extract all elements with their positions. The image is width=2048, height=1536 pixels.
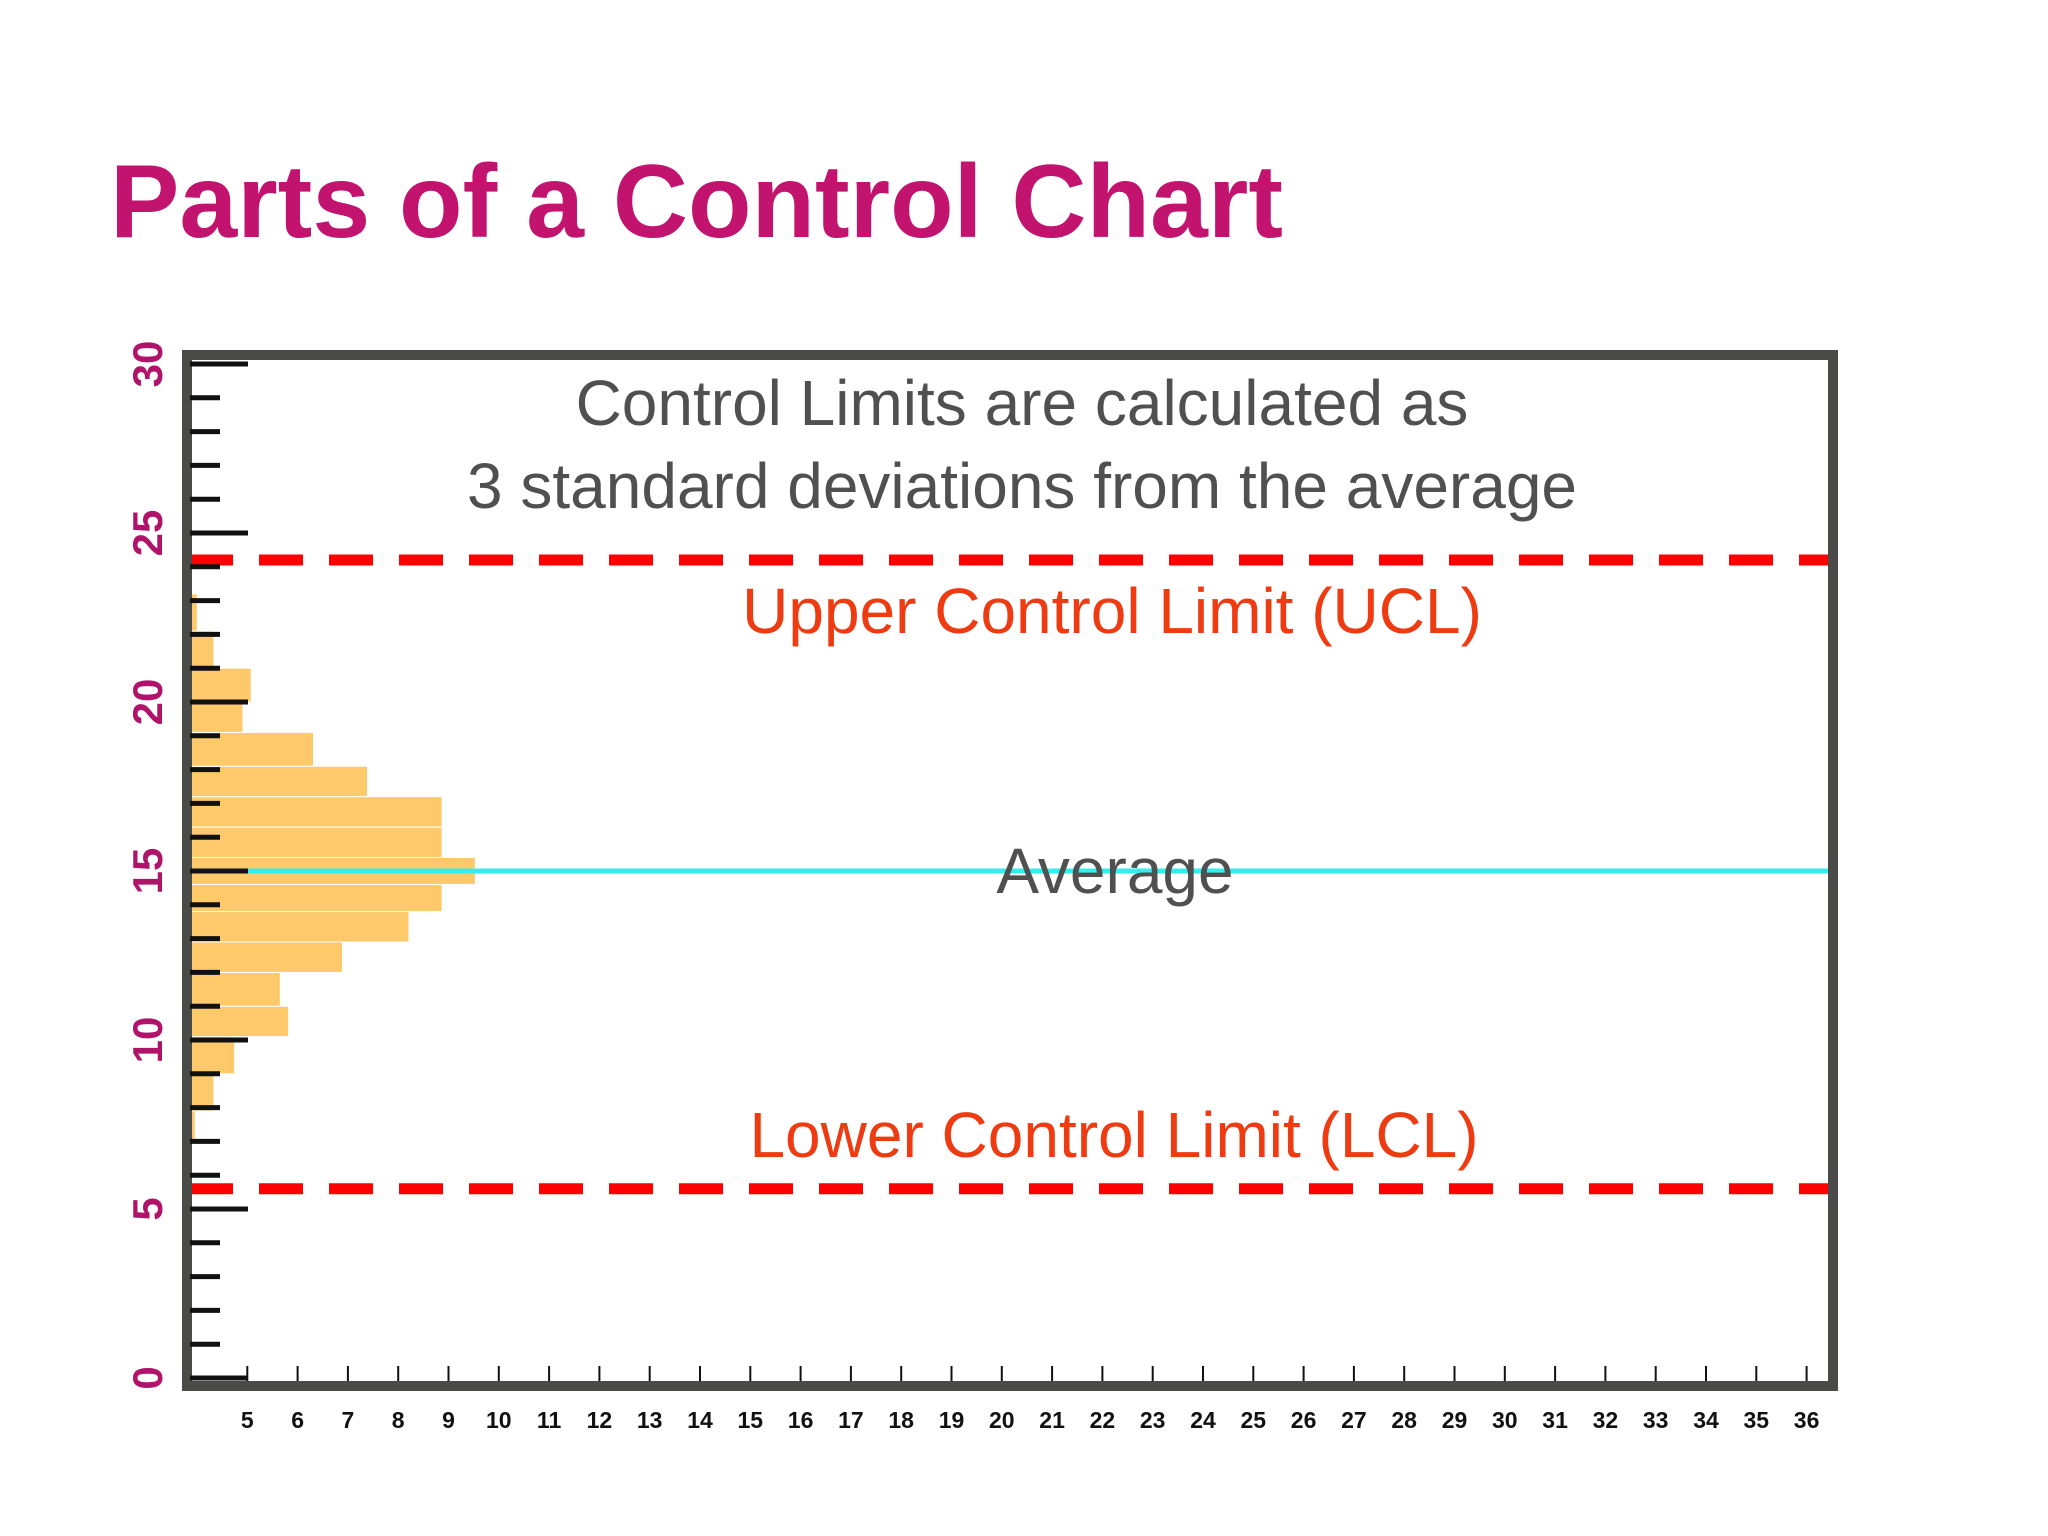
slide-title: Parts of a Control Chart: [110, 144, 1283, 260]
x-tick-label: 24: [1190, 1407, 1216, 1433]
histogram-bar: [188, 796, 443, 828]
histogram-bar: [188, 667, 252, 703]
x-tick-label: 29: [1442, 1407, 1468, 1433]
x-tick-label: 15: [738, 1407, 764, 1433]
x-tick-label: 11: [537, 1407, 562, 1433]
x-tick-label: 22: [1090, 1407, 1116, 1433]
y-tick-label: 0: [124, 1366, 171, 1389]
x-tick-label: 8: [392, 1407, 405, 1433]
y-tick-label: 30: [124, 341, 171, 388]
x-tick-label: 35: [1744, 1407, 1770, 1433]
histogram-bar: [188, 1073, 215, 1112]
x-tick-label: 14: [687, 1407, 713, 1433]
histogram-layer: [188, 593, 476, 1142]
histogram-bar: [188, 911, 410, 943]
y-tick-label: 25: [124, 510, 171, 557]
x-tick-label: 20: [989, 1407, 1015, 1433]
histogram-bar: [188, 826, 443, 858]
x-tick-label: 10: [486, 1407, 512, 1433]
x-tick-label: 16: [788, 1407, 814, 1433]
histogram-bar: [188, 701, 244, 733]
x-tick-label: 6: [291, 1407, 304, 1433]
annotation-line-2: 3 standard deviations from the average: [467, 450, 1577, 522]
x-tick-label: 13: [637, 1407, 663, 1433]
x-tick-label: 9: [442, 1407, 455, 1433]
x-tick-label: 32: [1593, 1407, 1619, 1433]
x-tick-label: 34: [1693, 1407, 1719, 1433]
x-tick-label: 7: [342, 1407, 355, 1433]
axes-layer: 0 5 10 15 20 25 30 5 6 7 8 9 10 11 12 13 14 15 16 17 18 19 20 2…: [124, 341, 1838, 1433]
x-tick-label: 17: [838, 1407, 864, 1433]
x-tick-label: 5: [241, 1407, 254, 1433]
x-tick-label: 30: [1492, 1407, 1518, 1433]
x-tick-label: 33: [1643, 1407, 1669, 1433]
x-tick-label: 26: [1291, 1407, 1317, 1433]
x-tick-label: 25: [1241, 1407, 1267, 1433]
y-tick-label: 5: [124, 1197, 171, 1220]
chart-frame: [182, 350, 1838, 1391]
x-tick-label: 19: [939, 1407, 965, 1433]
histogram-bar: [188, 884, 443, 913]
annotation-line-1: Control Limits are calculated as: [576, 367, 1469, 439]
x-tick-label: 21: [1039, 1407, 1065, 1433]
histogram-bar: [188, 1005, 290, 1038]
x-tick-label: 36: [1794, 1407, 1820, 1433]
histogram-bar: [188, 971, 281, 1007]
x-tick-label: 18: [888, 1407, 914, 1433]
x-tick-label: 27: [1341, 1407, 1367, 1433]
x-tick-label: 28: [1391, 1407, 1417, 1433]
lcl-label: Lower Control Limit (LCL): [749, 1099, 1478, 1171]
x-tick-label: 12: [587, 1407, 613, 1433]
average-label: Average: [996, 835, 1233, 907]
x-tick-label: 31: [1542, 1407, 1568, 1433]
y-tick-label: 20: [124, 679, 171, 726]
histogram-bar: [188, 1036, 236, 1075]
x-tick-label: 23: [1140, 1407, 1166, 1433]
y-tick-label: 15: [124, 848, 171, 895]
y-tick-label: 10: [124, 1017, 171, 1064]
ucl-label: Upper Control Limit (UCL): [742, 575, 1482, 647]
control-lines-layer: [189, 554, 1829, 1195]
histogram-bar: [188, 941, 344, 973]
chart-labels-layer: Control Limits are calculated as 3 stand…: [467, 367, 1577, 1171]
